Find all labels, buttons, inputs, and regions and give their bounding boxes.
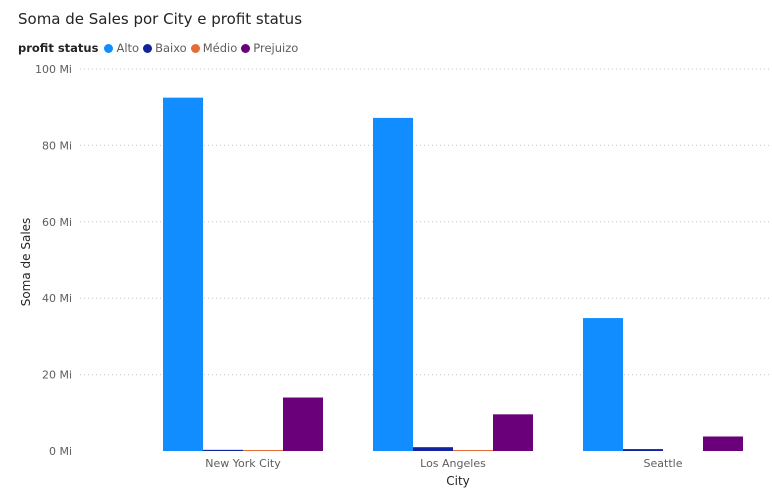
legend-dot-icon	[241, 43, 251, 53]
gridlines	[80, 68, 772, 376]
bar-baixo-2[interactable]	[623, 449, 663, 451]
y-tick-label: 40 Mi	[42, 292, 72, 305]
x-tick-label: Los Angeles	[420, 457, 486, 470]
x-axis: New York City Los Angeles Seattle	[205, 457, 682, 470]
bar-mdio-0[interactable]	[243, 450, 283, 451]
bar-prejuizo-0[interactable]	[283, 397, 323, 451]
bar-baixo-1[interactable]	[413, 447, 453, 451]
legend: profit status Alto Baixo Médio Prejuizo	[18, 41, 302, 55]
y-tick-label: 0 Mi	[49, 445, 72, 458]
bars	[163, 97, 743, 452]
legend-label: Médio	[202, 41, 238, 55]
bar-alto-2[interactable]	[583, 318, 623, 451]
y-tick-label: 20 Mi	[42, 369, 72, 382]
y-tick-label: 80 Mi	[42, 139, 72, 152]
bar-mdio-1[interactable]	[453, 450, 493, 451]
chart-title: Soma de Sales por City e profit status	[18, 10, 303, 28]
legend-dot-icon	[104, 43, 114, 53]
bar-alto-1[interactable]	[373, 117, 413, 452]
legend-label: Alto	[116, 41, 140, 55]
legend-label: Prejuizo	[253, 41, 299, 55]
x-axis-title: City	[446, 474, 470, 488]
legend-dot-icon	[190, 43, 200, 53]
x-tick-label: Seattle	[644, 457, 683, 470]
legend-item-baixo[interactable]: Baixo	[143, 41, 187, 55]
bar-prejuizo-1[interactable]	[493, 414, 533, 451]
legend-item-alto[interactable]: Alto	[104, 41, 139, 55]
legend-item-prejuizo[interactable]: Prejuizo	[241, 41, 298, 55]
bar-baixo-0[interactable]	[203, 449, 243, 451]
y-tick-label: 100 Mi	[35, 63, 72, 76]
legend-label: Baixo	[155, 41, 187, 55]
y-axis: 0 Mi 20 Mi 40 Mi 60 Mi 80 Mi 100 Mi	[35, 63, 72, 458]
legend-dot-icon	[143, 43, 153, 53]
y-axis-title: Soma de Sales	[19, 218, 33, 307]
bar-prejuizo-2[interactable]	[703, 436, 743, 451]
legend-item-medio[interactable]: Médio	[190, 41, 238, 55]
x-tick-label: New York City	[205, 457, 281, 470]
bar-alto-0[interactable]	[163, 97, 203, 452]
legend-title: profit status	[18, 41, 99, 55]
y-tick-label: 60 Mi	[42, 216, 72, 229]
